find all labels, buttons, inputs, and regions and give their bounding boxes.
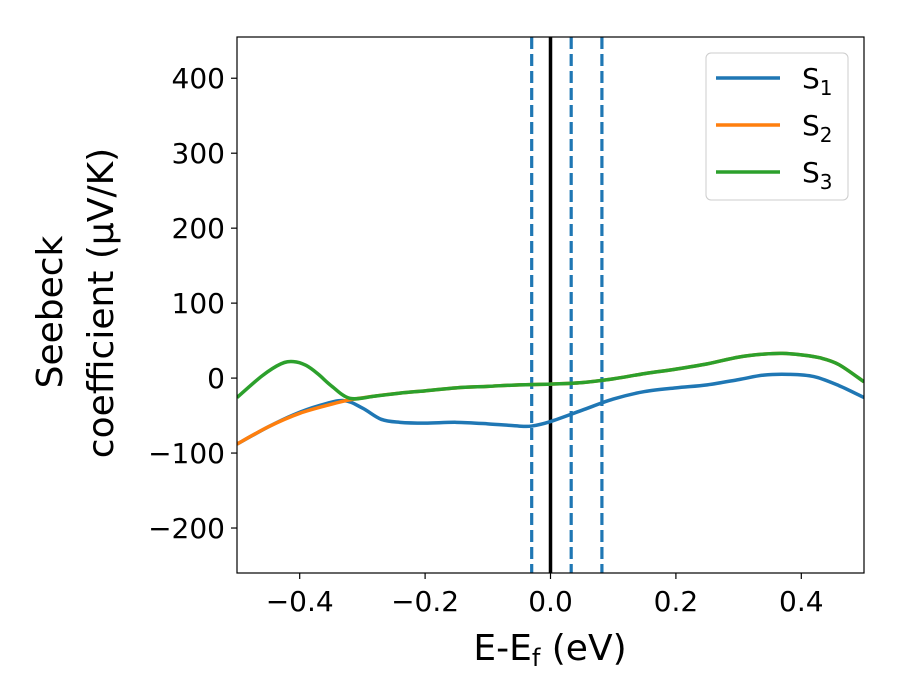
x-tick-label: −0.2 bbox=[391, 585, 459, 618]
x-tick-label: −0.4 bbox=[266, 585, 334, 618]
y-tick-label: −100 bbox=[148, 437, 225, 470]
x-axis: −0.4 −0.2 0.0 0.2 0.4 bbox=[266, 573, 824, 618]
x-axis-title-subscript: f bbox=[532, 644, 541, 672]
y-tick-label: 300 bbox=[172, 137, 225, 170]
y-tick-label: 400 bbox=[172, 62, 225, 95]
y-axis-title-line1: Seebeck bbox=[30, 235, 71, 388]
x-tick-label: 0.0 bbox=[528, 585, 573, 618]
x-tick-label: 0.4 bbox=[779, 585, 824, 618]
x-axis-title: E-Ef (eV) bbox=[473, 628, 626, 672]
y-tick-label: 200 bbox=[172, 212, 225, 245]
legend-label-s3: S3 bbox=[802, 156, 833, 194]
reference-lines bbox=[530, 37, 604, 573]
y-tick-label: −200 bbox=[148, 512, 225, 545]
y-tick-label: 0 bbox=[207, 362, 225, 395]
legend-label-s1: S1 bbox=[802, 62, 833, 100]
x-tick-label: 0.2 bbox=[654, 585, 699, 618]
x-axis-title-unit: (eV) bbox=[540, 628, 626, 669]
y-tick-label: 100 bbox=[172, 287, 225, 320]
y-axis: −200 −100 0 100 200 300 400 bbox=[148, 62, 237, 545]
x-axis-title-main: E-E bbox=[473, 628, 531, 669]
legend: S1 S2 S3 bbox=[705, 52, 849, 201]
legend-label-s2: S2 bbox=[802, 109, 833, 147]
series-group bbox=[237, 351, 864, 446]
series-line-s3 bbox=[237, 351, 864, 401]
y-axis-title-line2: coefficient (μV/K) bbox=[81, 148, 122, 458]
